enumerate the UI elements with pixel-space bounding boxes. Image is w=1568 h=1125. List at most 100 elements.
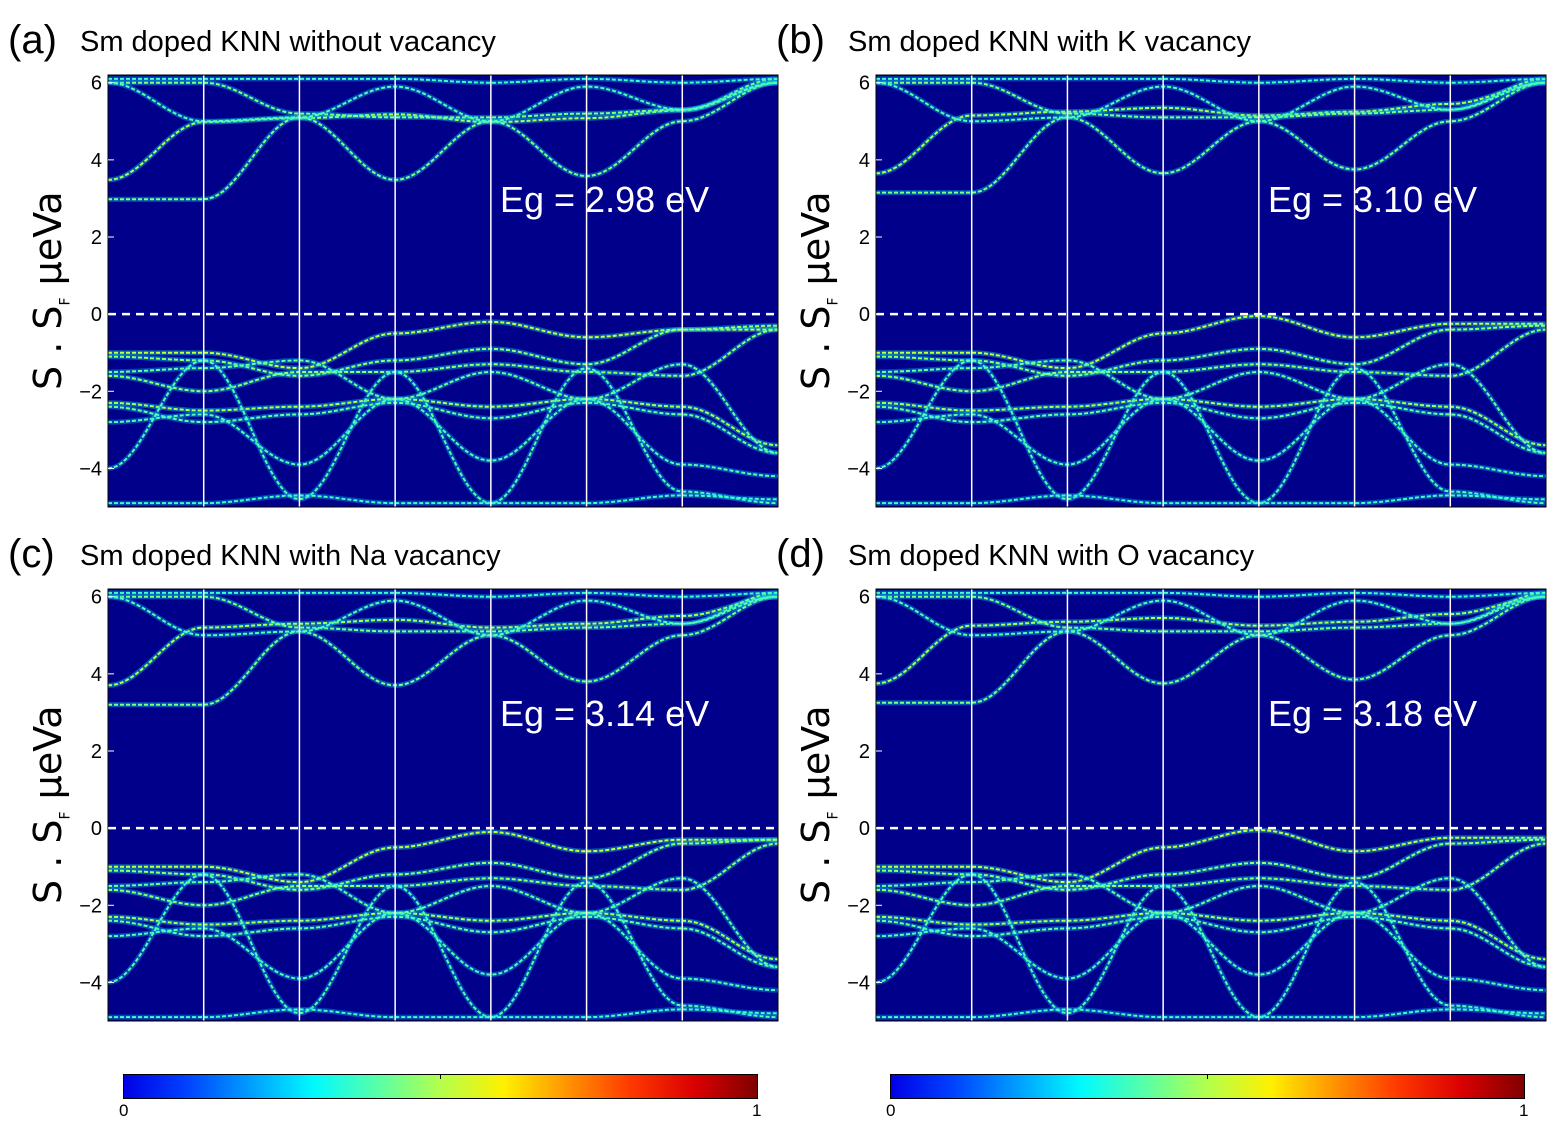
- band-line: [108, 398, 778, 447]
- bands: [108, 590, 778, 1020]
- y-tick-label: 6: [91, 587, 102, 609]
- band-line: [108, 911, 778, 992]
- band-line: [876, 77, 1546, 84]
- band-line: [108, 328, 778, 393]
- bands: [876, 76, 1546, 506]
- y-tick-label: −2: [79, 895, 102, 917]
- y-tick-label: 0: [91, 304, 102, 326]
- y-tick-label: 2: [859, 741, 870, 763]
- band-line: [108, 397, 778, 478]
- band-line: [876, 77, 1546, 119]
- band-line: [108, 359, 778, 454]
- band-line: [876, 595, 1546, 685]
- band-line: [108, 591, 778, 598]
- band-line: [876, 81, 1546, 123]
- panel-title: Sm doped KNN with K vacancy: [848, 26, 1251, 58]
- panel-b: (b) Sm doped KNN with K vacancy S . SF μ…: [768, 0, 1568, 514]
- band-line: [876, 873, 1546, 968]
- y-tick-label: 4: [859, 664, 870, 686]
- y-tick-label: 4: [91, 664, 102, 686]
- colorbar-bar: [123, 1074, 758, 1099]
- y-tick-label: 0: [859, 304, 870, 326]
- panel-tag: (a): [8, 18, 57, 62]
- colorbar-right: 0 1: [886, 1074, 1530, 1124]
- band-line: [108, 320, 778, 370]
- band-line: [108, 873, 778, 1019]
- band-line: [108, 77, 778, 119]
- band-line: [876, 838, 1546, 891]
- y-tick-label: 0: [91, 818, 102, 840]
- plot-frame: [107, 588, 779, 1022]
- panel-a: (a) Sm doped KNN without vacancy S . SF …: [0, 0, 800, 514]
- band-line: [876, 915, 1546, 968]
- band-line: [876, 591, 1546, 633]
- colorbar-min-label: 0: [119, 1101, 129, 1120]
- band-line: [876, 591, 1546, 598]
- colorbar-gradient: [123, 1074, 758, 1099]
- band-line: [108, 81, 778, 181]
- y-tick-label: −4: [79, 458, 102, 480]
- band-line: [876, 911, 1546, 992]
- band-line: [876, 842, 1546, 907]
- y-tick-label: 4: [91, 150, 102, 172]
- y-tick-label: 6: [859, 587, 870, 609]
- band-line: [876, 328, 1546, 393]
- bands: [876, 590, 1546, 1020]
- band-line: [108, 595, 778, 706]
- panel-title: Sm doped KNN without vacancy: [80, 26, 496, 58]
- band-line: [876, 81, 1546, 175]
- y-tick-label: −4: [847, 458, 870, 480]
- band-line: [108, 81, 778, 201]
- band-line: [108, 401, 778, 454]
- band-line: [108, 838, 778, 891]
- band-line: [108, 591, 778, 633]
- band-line: [876, 912, 1546, 961]
- band-line: [108, 595, 778, 687]
- panel-c: (c) Sm doped KNN with Na vacancy S . SF …: [0, 514, 800, 1028]
- band-line: [108, 873, 778, 968]
- band-line: [876, 324, 1546, 377]
- band-line: [876, 873, 1546, 1019]
- panel-d: (d) Sm doped KNN with O vacancy S . SF μ…: [768, 514, 1568, 1028]
- colorbar-gradient: [890, 1074, 1525, 1099]
- band-line: [876, 359, 1546, 505]
- y-tick-label: 4: [859, 150, 870, 172]
- band-gap-annotation: Eg = 3.10 eV: [1268, 179, 1477, 220]
- y-tick-label: 6: [859, 73, 870, 95]
- plot-frame: [107, 74, 779, 508]
- band-line: [876, 401, 1546, 454]
- band-line: [108, 595, 778, 637]
- y-tick-label: −4: [79, 972, 102, 994]
- band-line: [108, 324, 778, 377]
- colorbar-max-label: 1: [752, 1101, 762, 1120]
- panel-title: Sm doped KNN with O vacancy: [848, 540, 1255, 572]
- y-tick-label: 6: [91, 73, 102, 95]
- bands: [108, 76, 778, 506]
- y-tick-label: −2: [847, 381, 870, 403]
- band-line: [876, 397, 1546, 478]
- band-gap-annotation: Eg = 2.98 eV: [500, 179, 709, 220]
- band-line: [108, 494, 778, 505]
- y-tick-label: −4: [847, 972, 870, 994]
- panel-title: Sm doped KNN with Na vacancy: [80, 540, 501, 572]
- panel-tag: (d): [776, 532, 825, 576]
- panel-tag: (b): [776, 18, 825, 62]
- band-line: [108, 915, 778, 968]
- y-tick-label: −2: [847, 895, 870, 917]
- plot-frame: [875, 74, 1547, 508]
- colorbar-max-label: 1: [1519, 1101, 1529, 1120]
- band-line: [108, 1008, 778, 1019]
- band-gap-annotation: Eg = 3.14 eV: [500, 693, 709, 734]
- band-line: [108, 359, 778, 505]
- y-tick-label: 2: [91, 227, 102, 249]
- band-line: [876, 494, 1546, 505]
- band-line: [876, 359, 1546, 454]
- colorbar-left: 0 1: [119, 1074, 763, 1124]
- band-line: [876, 829, 1546, 884]
- band-line: [876, 315, 1546, 370]
- plot-background: [108, 75, 778, 507]
